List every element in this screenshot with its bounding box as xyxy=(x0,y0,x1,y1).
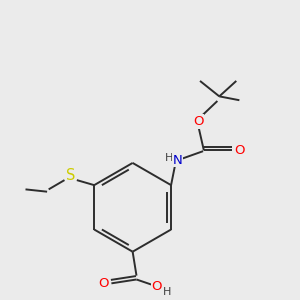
Text: O: O xyxy=(151,280,162,293)
Text: N: N xyxy=(173,154,182,166)
Text: S: S xyxy=(66,168,75,183)
Text: O: O xyxy=(234,144,244,157)
Text: O: O xyxy=(98,277,109,290)
Text: H: H xyxy=(165,153,173,163)
Text: O: O xyxy=(193,115,203,128)
Text: H: H xyxy=(163,287,171,297)
